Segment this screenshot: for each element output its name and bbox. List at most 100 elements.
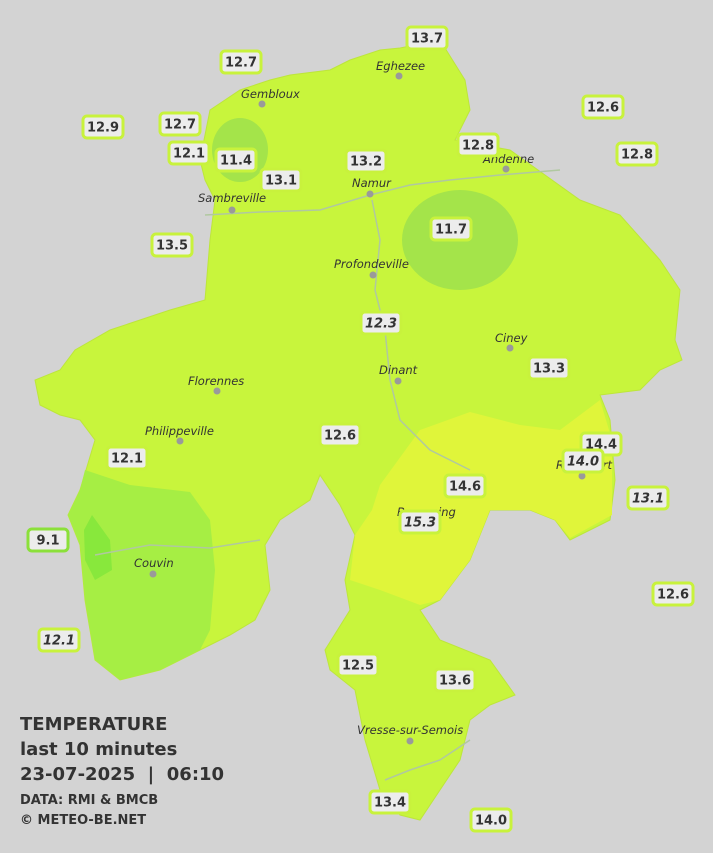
station: 12.5 [336,652,380,678]
station-box [581,94,625,120]
station-value: 14.0 [567,455,599,470]
station: 14.0 [561,448,605,474]
river [94,539,261,556]
station: 12.1 [37,627,81,653]
station: 13.1 [259,167,303,193]
warm-zone [350,400,612,605]
city-label: Namur [352,176,392,190]
station-value: 11.4 [220,154,252,169]
station-box [433,667,477,693]
station: 14.6 [443,473,487,499]
station: 13.4 [368,789,412,815]
city-label: Ciney [495,331,528,345]
station: 12.8 [615,141,659,167]
station: 12.1 [167,140,211,166]
credit: © METEO-BE.NET [20,813,146,828]
station-value: 13.7 [411,32,443,47]
station-box [405,25,449,51]
station: 13.2 [344,148,388,174]
station-box [626,485,670,511]
station-value: 12.8 [621,148,653,163]
cold-zone [84,515,112,580]
station-value: 13.2 [350,155,382,170]
station-value: 12.7 [164,118,196,133]
station-box [26,527,70,553]
city-dot [578,472,586,480]
city-dot [366,190,374,198]
station-value: 12.8 [462,139,494,154]
station: 12.7 [158,111,202,137]
station-value: 9.1 [36,534,59,549]
city-label: Gembloux [241,87,300,101]
city-dot [176,437,184,445]
city-dot [369,271,377,279]
stations: 12.7 13.7 12.9 12.7 12.1 11.4 13.1 13.2 12.8 12.6… [26,25,695,833]
station: 14.0 [469,807,513,833]
river [384,739,471,781]
station-box [429,216,473,242]
station-box [651,581,695,607]
city-dot [258,100,266,108]
station: 12.6 [581,94,625,120]
city-dot [394,377,402,385]
station-box [150,232,194,258]
source: DATA: RMI & BMCB [20,793,158,808]
station: 13.7 [405,25,449,51]
station: 12.8 [456,132,500,158]
station-box [368,789,412,815]
station-value: 14.0 [475,814,507,829]
station-value: 13.1 [632,492,664,507]
station-box [561,448,605,474]
station-box [318,422,362,448]
station: 12.9 [81,114,125,140]
station-box [527,355,571,381]
station-box [469,807,513,833]
city-label: Florennes [188,374,244,388]
city-dot [395,72,403,80]
city-label: Dinant [379,363,418,377]
station-value: 12.1 [173,147,205,162]
station-value: 12.1 [111,452,143,467]
station-value: 12.6 [587,101,619,116]
station-box [259,167,303,193]
title: TEMPERATURE [20,714,167,735]
station-box [443,473,487,499]
river [204,169,561,216]
station-box [344,148,388,174]
city-label: Profondeville [334,257,409,271]
station: 13.1 [626,485,670,511]
station: 9.1 [26,527,70,553]
station-box [214,147,258,173]
station-value: 12.7 [225,56,257,71]
station-box [37,627,81,653]
datetime: 23-07-2025 | 06:10 [20,764,224,785]
station-value: 15.3 [404,516,436,531]
station-box [456,132,500,158]
city-label: Couvin [134,556,174,570]
station: 13.3 [527,355,571,381]
city-dot [149,570,157,578]
station-value: 12.3 [365,317,397,332]
station-value: 13.6 [439,674,471,689]
city-label: Sambreville [198,191,266,205]
station: 11.7 [429,216,473,242]
station-box [336,652,380,678]
station-box [615,141,659,167]
river [371,199,471,471]
station-value: 12.6 [657,588,689,603]
station-value: 13.4 [374,796,406,811]
station-value: 12.5 [342,659,374,674]
station: 12.6 [318,422,362,448]
station-box [105,445,149,471]
station: 13.6 [433,667,477,693]
station: 15.3 [398,509,442,535]
station-value: 13.1 [265,174,297,189]
station-box [398,509,442,535]
station-value: 12.1 [43,634,75,649]
station: 12.7 [219,49,263,75]
station-value: 14.6 [449,480,481,495]
station-box [219,49,263,75]
city-dot [506,344,514,352]
station-value: 13.3 [533,362,565,377]
